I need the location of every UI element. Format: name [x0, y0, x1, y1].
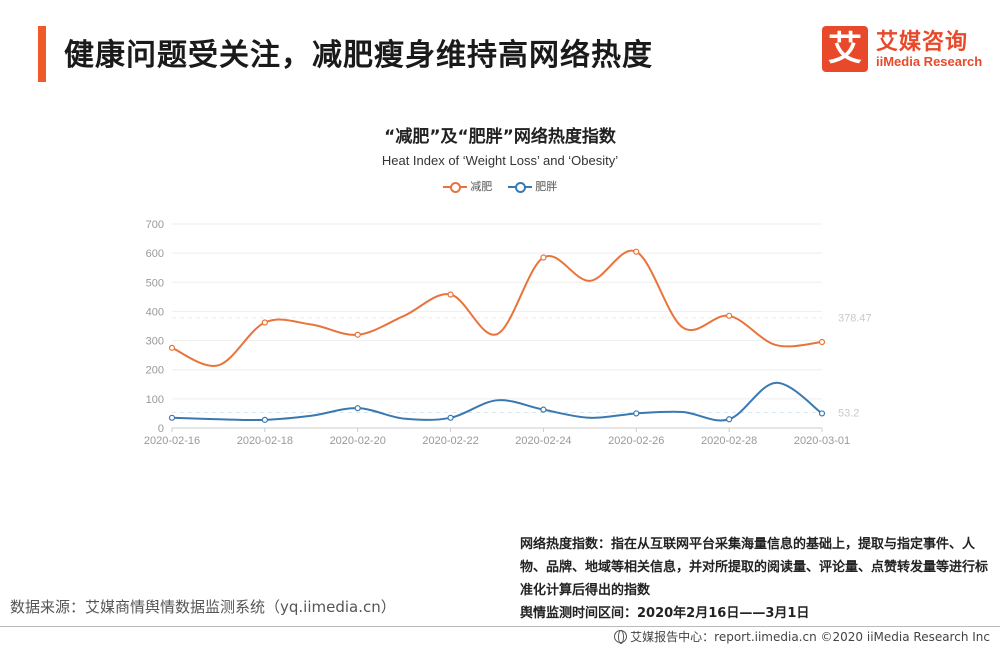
data-point: [726, 416, 733, 423]
legend-item-weight-loss[interactable]: 减肥: [442, 178, 493, 194]
data-point: [540, 254, 547, 261]
header-accent-bar: [38, 26, 46, 82]
globe-icon: [614, 630, 628, 644]
data-point: [818, 338, 826, 346]
logo: 艾 艾媒咨询 iiMedia Research: [822, 26, 990, 78]
legend-swatch-obesity: [507, 182, 532, 193]
x-tick-label: 2020-02-16: [144, 435, 200, 447]
footer-text: 艾媒报告中心：report.iimedia.cn ©2020 iiMedia R…: [630, 630, 990, 644]
monitoring-period-text: 舆情监测时间区间：2020年2月16日——3月1日: [520, 606, 810, 621]
x-tick-label: 2020-02-26: [608, 435, 664, 447]
y-tick-label: 600: [146, 248, 164, 260]
series-line: [171, 381, 823, 422]
footer: 艾媒报告中心：report.iimedia.cn ©2020 iiMedia R…: [614, 628, 990, 645]
logo-name-en: iiMedia Research: [876, 54, 983, 69]
footer-divider: [0, 626, 1000, 627]
x-tick-label: 2020-02-28: [701, 435, 757, 447]
index-definition-note: 网络热度指数：指在从互联网平台采集海量信息的基础上，提取与指定事件、人物、品牌、…: [520, 533, 990, 625]
legend-item-obesity[interactable]: 肥胖: [507, 178, 558, 194]
x-tick-label: 2020-02-20: [330, 435, 386, 447]
data-point: [261, 416, 268, 423]
index-definition-text: 网络热度指数：指在从互联网平台采集海量信息的基础上，提取与指定事件、人物、品牌、…: [520, 537, 989, 598]
x-tick-label: 2020-02-18: [237, 435, 293, 447]
legend-swatch-weight-loss: [442, 182, 467, 193]
chart-subtitle: Heat Index of ‘Weight Loss’ and ‘Obesity…: [381, 153, 619, 168]
y-tick-label: 400: [146, 306, 164, 318]
x-tick-label: 2020-02-22: [422, 435, 478, 447]
chart-legend: 减肥 肥胖: [0, 178, 1000, 194]
data-point: [447, 291, 454, 298]
average-label: 378.47: [838, 313, 872, 325]
logo-name-cn: 艾媒咨询: [876, 30, 969, 55]
line-chart: 0 100 200 300 400 500 600 700 2020-02-16 2020-02-…: [144, 219, 872, 447]
average-label: 53.2: [838, 407, 859, 419]
legend-label-obesity: 肥胖: [535, 180, 558, 193]
data-point: [168, 414, 176, 421]
page-title: 健康问题受关注，减肥瘦身维持高网络热度: [64, 38, 653, 73]
y-tick-label: 500: [146, 277, 164, 289]
series-line: [171, 249, 823, 367]
chart-title: “减肥”及“肥胖”网络热度指数: [384, 127, 616, 147]
y-tick-label: 700: [146, 219, 164, 231]
y-tick-label: 200: [146, 365, 164, 377]
data-point: [633, 410, 640, 417]
legend-label-weight-loss: 减肥: [470, 180, 493, 193]
y-tick-label: 300: [146, 336, 164, 348]
data-point: [633, 248, 640, 255]
data-point: [726, 312, 733, 319]
data-point: [540, 406, 547, 413]
y-tick-label: 0: [158, 423, 164, 435]
data-point: [818, 410, 826, 417]
data-point: [168, 344, 176, 351]
x-tick-label: 2020-02-24: [515, 435, 571, 447]
data-point: [447, 414, 454, 421]
y-tick-label: 100: [146, 394, 164, 406]
x-tick-label: 2020-03-01: [794, 435, 850, 447]
data-point: [261, 319, 268, 326]
data-point: [354, 405, 361, 412]
data-point: [354, 331, 361, 338]
data-source: 数据来源：艾媒商情舆情数据监测系统（yq.iimedia.cn）: [10, 598, 396, 616]
logo-mark: 艾: [822, 26, 868, 72]
